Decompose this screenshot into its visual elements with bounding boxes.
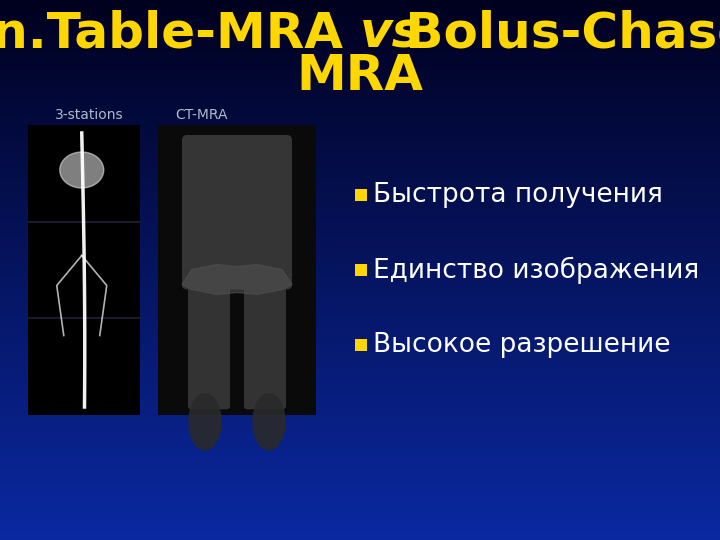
Bar (158, 125, 316, 415)
Bar (355, 264, 367, 276)
Polygon shape (60, 152, 104, 188)
FancyBboxPatch shape (182, 135, 292, 289)
Text: Высокое разрешение: Высокое разрешение (373, 332, 670, 358)
Text: Единство изображения: Единство изображения (373, 256, 699, 284)
Text: 3-stations: 3-stations (55, 108, 124, 122)
Text: vs: vs (360, 10, 423, 58)
Text: Быстрота получения: Быстрота получения (373, 182, 663, 208)
FancyBboxPatch shape (188, 281, 230, 409)
Text: MRA: MRA (297, 52, 423, 100)
Bar (355, 339, 367, 351)
Polygon shape (182, 265, 292, 294)
Text: Bolus-Chase-: Bolus-Chase- (388, 10, 720, 58)
Text: CT-MRA: CT-MRA (175, 108, 228, 122)
Polygon shape (189, 394, 221, 450)
Bar (355, 189, 367, 201)
Polygon shape (253, 394, 285, 450)
FancyBboxPatch shape (244, 281, 286, 409)
Bar (28, 125, 140, 415)
Text: Con.Table-MRA: Con.Table-MRA (0, 10, 360, 58)
